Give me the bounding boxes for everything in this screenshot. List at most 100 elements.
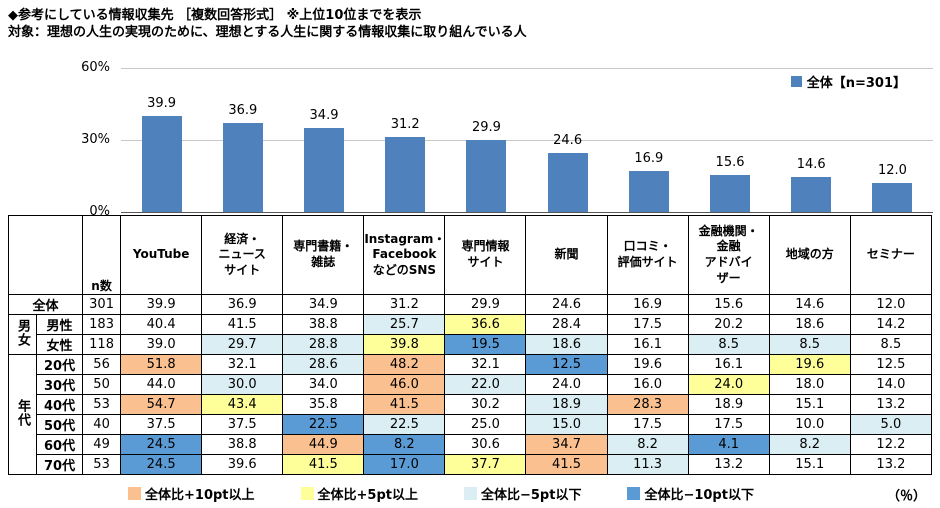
data-cell: 28.6 — [282, 354, 365, 375]
data-cell: 48.2 — [363, 354, 446, 375]
legend-item-label: 全体比−10pt以下 — [644, 488, 754, 503]
data-cell: 24.0 — [525, 374, 608, 395]
bar-value-label: 34.9 — [309, 108, 339, 124]
data-cell: 18.0 — [768, 374, 851, 395]
bar — [872, 183, 913, 212]
data-cell: 18.9 — [525, 394, 608, 415]
data-cell: 19.6 — [768, 354, 851, 375]
legend-item-label: 全体比+10pt以上 — [145, 488, 255, 503]
group-label-text: 男女 — [15, 318, 30, 347]
legend-swatch-icon — [790, 76, 802, 87]
data-cell: 14.6 — [768, 294, 851, 315]
group-label-text: 年代 — [15, 398, 30, 427]
data-cell: 13.2 — [687, 454, 770, 475]
n-value: 118 — [82, 334, 122, 355]
row-label: 30代 — [36, 374, 84, 395]
n-value: 53 — [82, 394, 122, 415]
data-cell: 32.1 — [201, 354, 284, 375]
column-header: YouTube — [120, 215, 203, 295]
data-cell: 8.5 — [768, 334, 851, 355]
data-cell: 28.8 — [282, 334, 365, 355]
row-label: 40代 — [36, 394, 84, 415]
row-label: 70代 — [36, 454, 84, 475]
data-cell: 30.0 — [201, 374, 284, 395]
bar-value-label: 12.0 — [877, 163, 907, 179]
data-cell: 24.5 — [120, 454, 203, 475]
data-cell: 31.2 — [363, 294, 446, 315]
data-cell: 39.6 — [201, 454, 284, 475]
data-cell: 14.2 — [849, 314, 933, 335]
data-cell: 20.2 — [687, 314, 770, 335]
data-cell: 25.0 — [444, 414, 527, 435]
data-cell: 29.7 — [201, 334, 284, 355]
y-axis-tick-60: 60% — [81, 60, 110, 75]
bar — [791, 176, 832, 212]
bar-column: 12.0 — [852, 68, 933, 212]
n-value: 40 — [82, 414, 122, 435]
data-cell: 11.3 — [606, 454, 689, 475]
bar-column: 24.6 — [527, 68, 608, 212]
data-cell: 16.1 — [687, 354, 770, 375]
data-cell: 44.9 — [282, 434, 365, 455]
bar-column: 16.9 — [608, 68, 689, 212]
gridline-60 — [121, 68, 933, 69]
data-cell: 10.0 — [768, 414, 851, 435]
data-cell: 13.2 — [849, 394, 933, 415]
data-cell: 30.6 — [444, 434, 527, 455]
data-cell: 34.9 — [282, 294, 365, 315]
row-label: 50代 — [36, 414, 84, 435]
data-cell: 17.5 — [606, 414, 689, 435]
table-row: 女性 118 39.0 29.7 28.8 39.8 19.5 18.6 16.1 8.5 8.5 8… — [9, 334, 933, 355]
data-cell: 5.0 — [849, 414, 933, 435]
data-cell: 36.9 — [201, 294, 284, 315]
data-cell: 12.2 — [849, 434, 933, 455]
group-label: 男女 — [7, 314, 38, 355]
data-cell: 46.0 — [363, 374, 446, 395]
data-cell: 22.5 — [363, 414, 446, 435]
data-cell: 36.6 — [444, 314, 527, 335]
data-cell: 19.6 — [606, 354, 689, 375]
gridline-30 — [121, 140, 933, 141]
row-label: 女性 — [36, 334, 84, 355]
legend-item: 全体比−5pt以下 — [463, 484, 582, 503]
data-cell: 41.5 — [525, 454, 608, 475]
data-cell: 40.4 — [120, 314, 203, 335]
data-cell: 16.0 — [606, 374, 689, 395]
bar-chart: 60% 30% 0% 39.9 36.9 34.9 31.2 29.9 24.6 16.9 1… — [0, 60, 940, 219]
bar-value-label: 39.9 — [147, 96, 177, 112]
bar — [385, 137, 426, 212]
legend-color-swatch-icon — [300, 487, 314, 500]
row-label: 全体 — [7, 294, 84, 315]
table-row: 70代 53 24.5 39.6 41.5 17.0 37.7 41.5 11.3 13.2 15.… — [9, 454, 933, 475]
bar — [222, 123, 263, 212]
bar-column: 14.6 — [771, 68, 852, 212]
data-cell: 28.3 — [606, 394, 689, 415]
table-corner-cell — [7, 215, 84, 295]
data-cell: 38.8 — [282, 314, 365, 335]
data-cell: 22.0 — [444, 374, 527, 395]
data-cell: 8.5 — [687, 334, 770, 355]
column-header: 専門情報 サイト — [444, 215, 527, 295]
table-row: 40代 53 54.7 43.4 35.8 41.5 30.2 18.9 28.3 18.9 15.… — [9, 394, 933, 415]
data-cell: 15.0 — [525, 414, 608, 435]
table-header-row: n数 YouTube 経済・ ニュース サイト 専門書籍・ 雑誌 Instagram・… — [7, 215, 933, 295]
data-cell: 8.5 — [849, 334, 933, 355]
n-value: 49 — [82, 434, 122, 455]
bar-column: 34.9 — [283, 68, 364, 212]
n-column-header: n数 — [82, 215, 122, 295]
bar-value-label: 36.9 — [228, 103, 258, 119]
data-cell: 37.5 — [201, 414, 284, 435]
y-axis-tick-30: 30% — [81, 132, 110, 147]
data-cell: 37.7 — [444, 454, 527, 475]
n-value: 301 — [82, 294, 122, 315]
data-cell: 39.0 — [120, 334, 203, 355]
legend-item-label: 全体比−5pt以下 — [480, 488, 582, 503]
data-cell: 28.4 — [525, 314, 608, 335]
data-cell: 18.6 — [768, 314, 851, 335]
bar — [304, 128, 344, 212]
row-label: 男性 — [36, 314, 84, 335]
page-title: ◆参考にしている情報収集先 ［複数回答形式］ ※上位10位までを表示 — [8, 8, 422, 23]
bar — [141, 116, 182, 212]
bar-value-label: 16.9 — [634, 151, 664, 167]
bottom-legend: 全体比+10pt以上 全体比+5pt以上 全体比−5pt以下 全体比−10pt以下 — [128, 484, 754, 503]
